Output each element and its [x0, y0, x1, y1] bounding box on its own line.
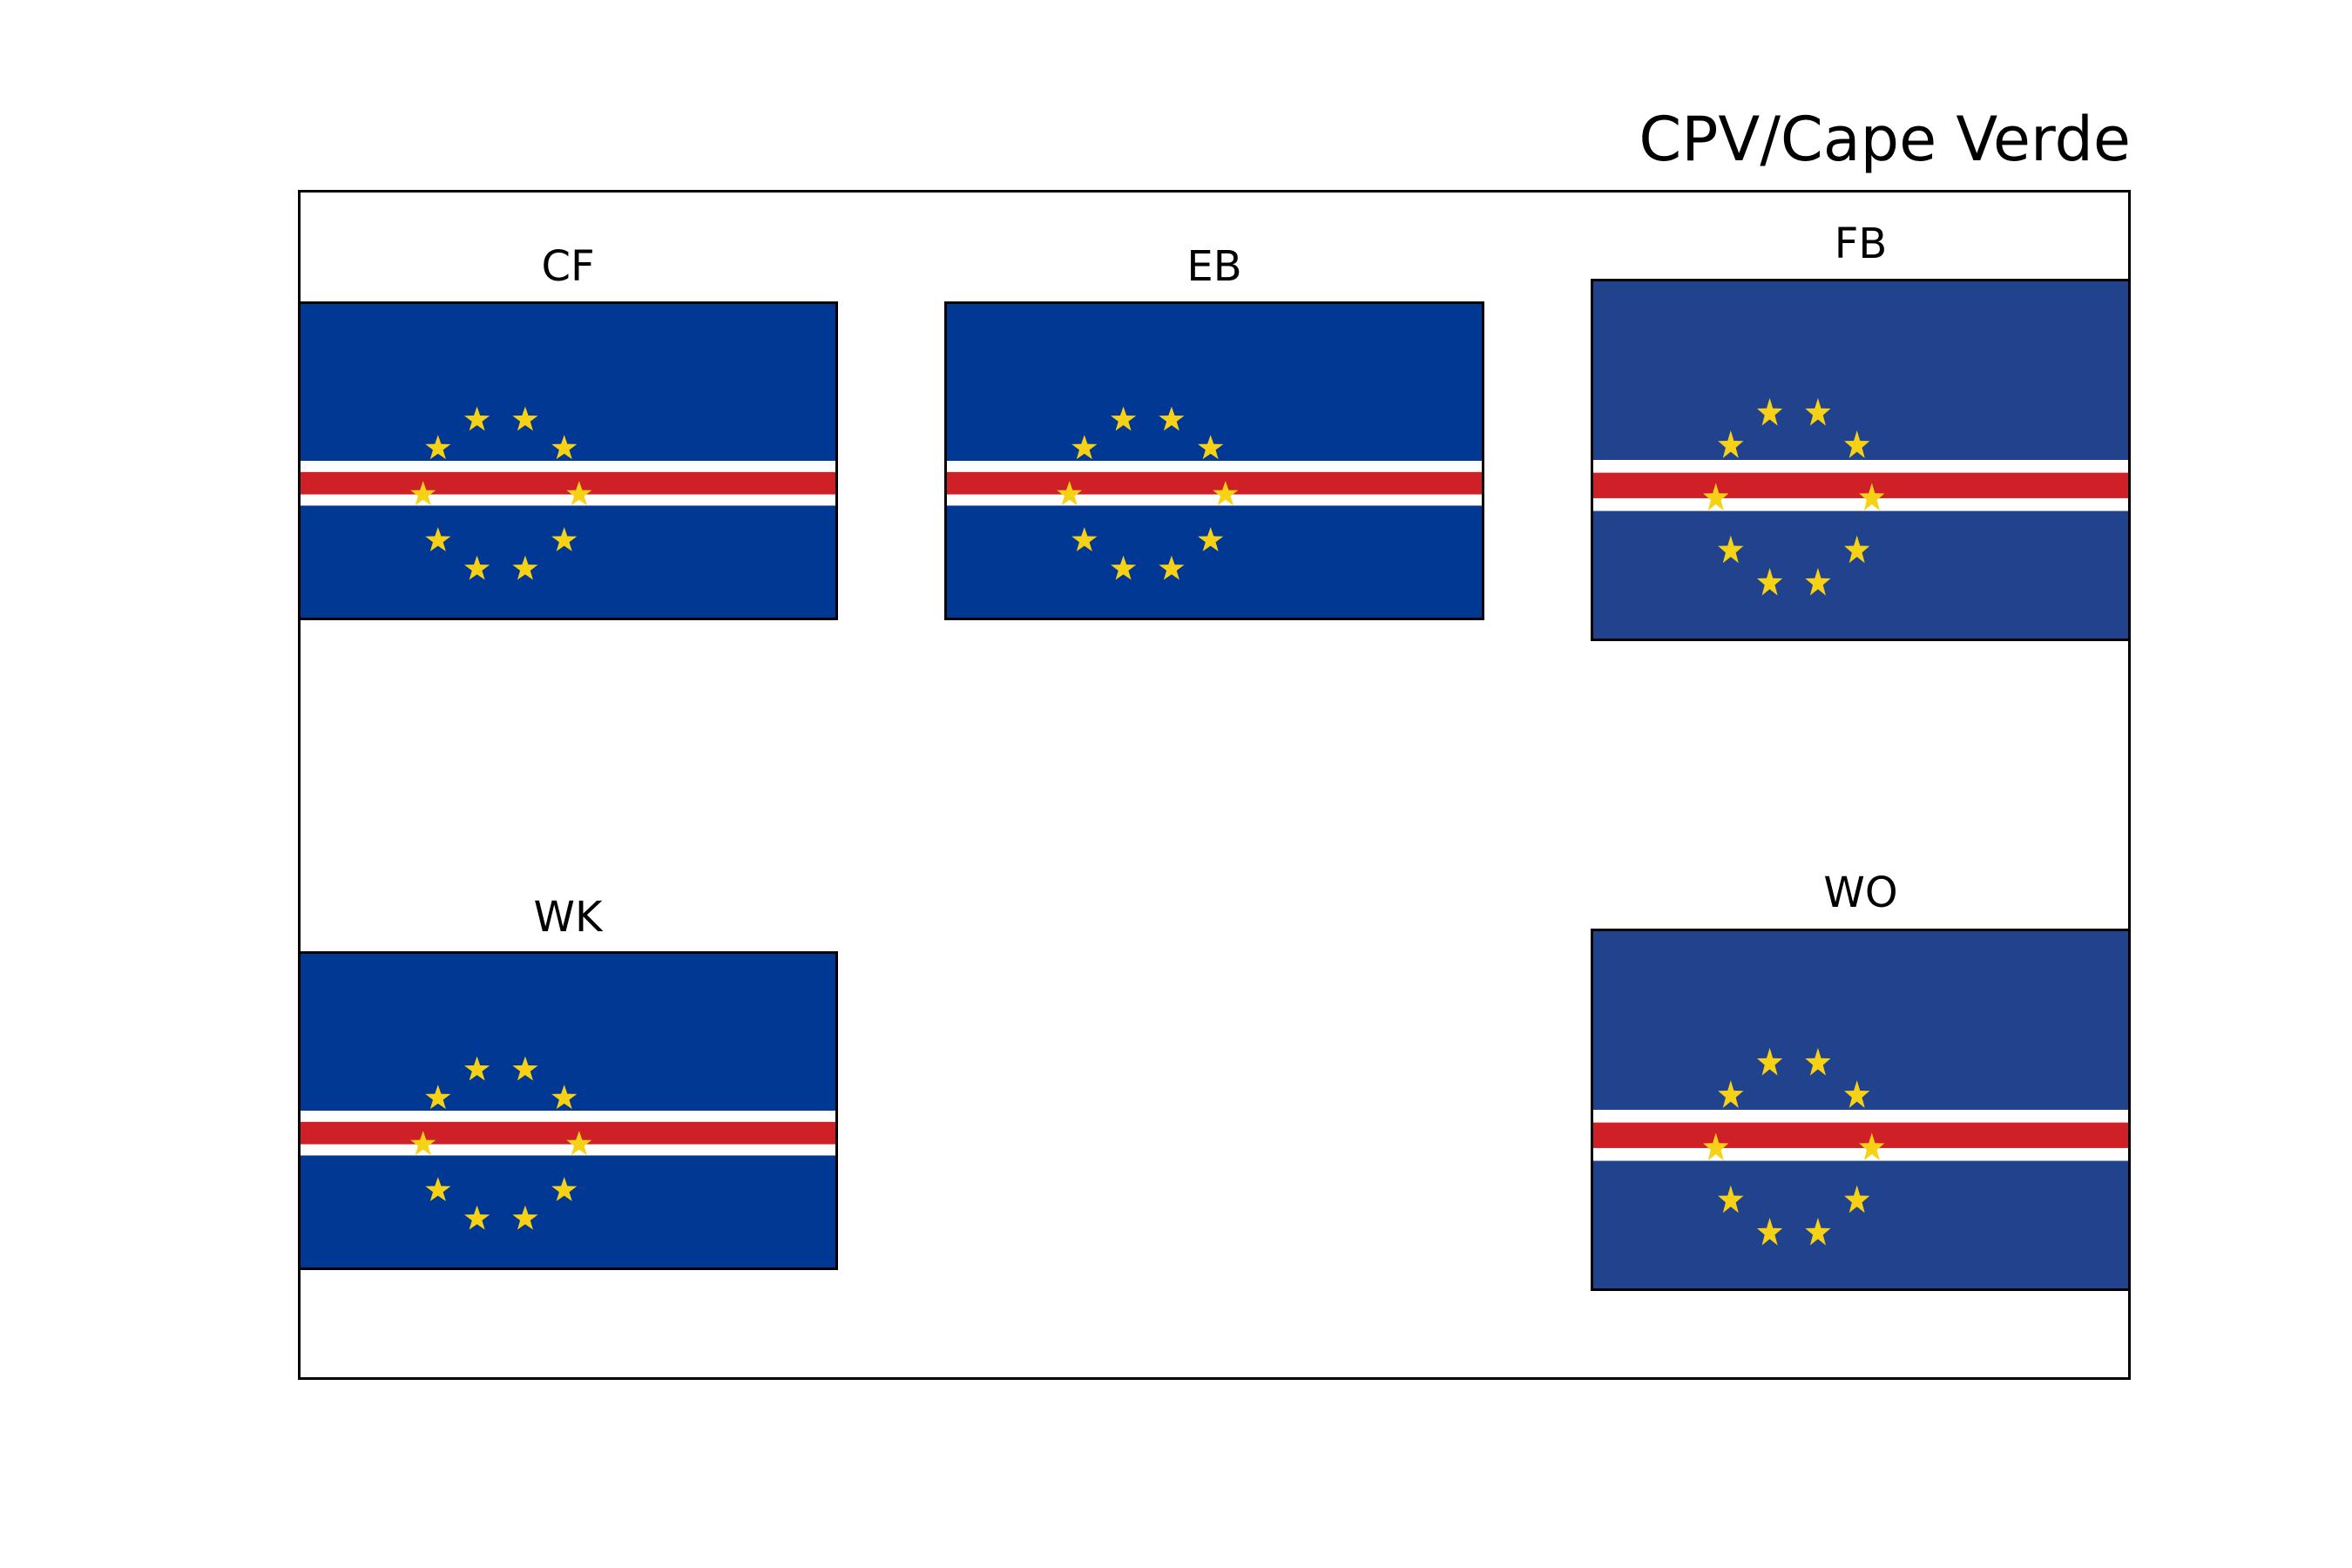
- star-icon: [551, 435, 578, 460]
- star-icon: [512, 1205, 538, 1230]
- star-icon: [566, 481, 592, 506]
- star-icon: [1718, 1080, 1744, 1108]
- star-icon: [1844, 1185, 1870, 1213]
- star-icon: [1805, 1217, 1831, 1246]
- star-icon: [566, 1131, 592, 1156]
- star-icon: [1718, 1185, 1744, 1213]
- figure-frame: [298, 190, 2131, 1380]
- star-icon: [1057, 481, 1083, 506]
- flag-fb: [1591, 279, 2131, 641]
- star-icon: [1756, 567, 1783, 596]
- cape-verde-flag-icon: [947, 304, 1482, 618]
- star-icon: [425, 527, 451, 551]
- flag-wo: [1591, 929, 2131, 1291]
- star-icon: [1844, 430, 1870, 458]
- star-icon: [551, 527, 578, 551]
- star-icon: [1844, 535, 1870, 564]
- flag-label-cf: CF: [541, 242, 595, 291]
- star-icon: [551, 1085, 578, 1110]
- star-icon: [1110, 555, 1137, 580]
- star-icon: [425, 435, 451, 460]
- star-icon: [1756, 397, 1783, 426]
- star-icon: [1844, 1080, 1870, 1108]
- page-title: CPV/Cape Verde: [1639, 104, 2131, 175]
- star-icon: [1756, 1047, 1783, 1076]
- star-icon: [1718, 430, 1744, 458]
- star-icon: [551, 1177, 578, 1201]
- star-icon: [1198, 435, 1224, 460]
- star-icon: [1805, 397, 1831, 426]
- flag-label-wo: WO: [1823, 868, 1898, 917]
- star-icon: [425, 1177, 451, 1201]
- star-icon: [512, 406, 538, 431]
- star-icon: [1859, 483, 1885, 511]
- star-icon: [1805, 567, 1831, 596]
- star-icon: [463, 406, 490, 431]
- star-icon: [463, 1056, 490, 1081]
- star-icon: [410, 1131, 436, 1156]
- flag-label-wk: WK: [533, 893, 603, 942]
- star-icon: [1756, 1217, 1783, 1246]
- star-icon: [1703, 483, 1729, 511]
- star-icon: [1213, 481, 1239, 506]
- flag-wk: [298, 951, 838, 1270]
- star-icon: [1198, 527, 1224, 551]
- star-icon: [410, 481, 436, 506]
- star-icon: [512, 555, 538, 580]
- star-icon: [1859, 1132, 1885, 1161]
- star-icon: [425, 1085, 451, 1110]
- cape-verde-flag-icon: [1593, 931, 2128, 1288]
- star-icon: [1071, 527, 1098, 551]
- flag-cf: [298, 301, 838, 620]
- cape-verde-flag-icon: [301, 304, 835, 618]
- cape-verde-flag-icon: [1593, 281, 2128, 639]
- star-icon: [1703, 1132, 1729, 1161]
- star-icon: [463, 555, 490, 580]
- star-icon: [1159, 555, 1185, 580]
- star-icon: [1071, 435, 1098, 460]
- flag-label-fb: FB: [1834, 220, 1888, 268]
- star-icon: [463, 1205, 490, 1230]
- cape-verde-flag-icon: [301, 954, 835, 1267]
- star-icon: [1718, 535, 1744, 564]
- flag-eb: [944, 301, 1484, 620]
- star-icon: [1110, 406, 1137, 431]
- star-icon: [512, 1056, 538, 1081]
- star-icon: [1159, 406, 1185, 431]
- star-icon: [1805, 1047, 1831, 1076]
- flag-label-eb: EB: [1186, 242, 1242, 291]
